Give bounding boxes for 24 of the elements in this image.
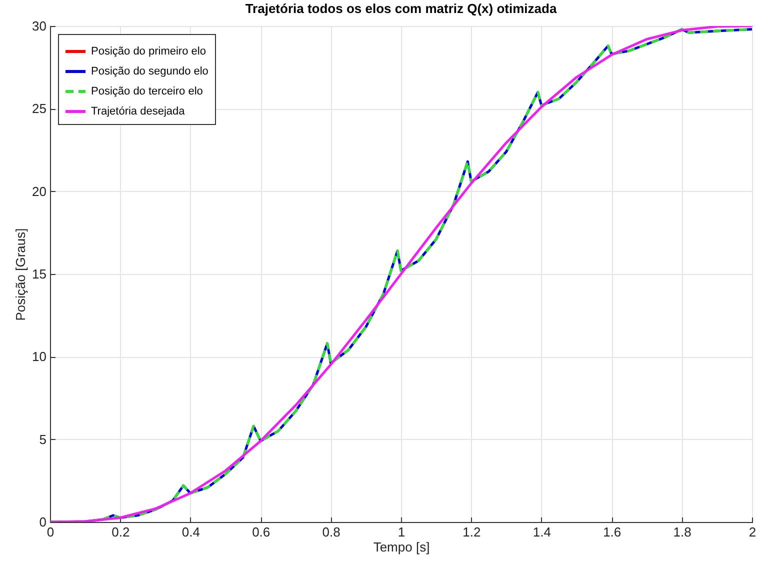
legend-label: Posição do primeiro elo [91, 46, 206, 58]
x-tick-label: 0.4 [182, 524, 200, 540]
y-tick-label: 10 [32, 349, 46, 364]
x-tick-label: 0.6 [252, 524, 270, 540]
y-tick-label: 20 [32, 184, 46, 199]
x-tick-label: 1.2 [462, 524, 481, 540]
x-tick-label: 1.8 [673, 524, 692, 540]
y-axis-title: Posição [Graus] [13, 228, 28, 321]
x-axis-title: Tempo [s] [373, 540, 430, 554]
x-tick-label: 1.6 [603, 524, 622, 540]
y-tick-label: 25 [32, 101, 46, 116]
x-tick-label: 1.4 [532, 524, 551, 540]
y-tick-label: 0 [39, 514, 46, 530]
chart-title: Trajetória todos os elos com matriz Q(x) otimizada [245, 1, 558, 16]
x-tick-label: 1 [398, 524, 406, 540]
y-tick-label: 15 [32, 266, 46, 282]
x-tick-label: 2 [748, 524, 756, 540]
legend-label: Trajetória desejada [91, 106, 186, 118]
y-tick-label: 5 [39, 432, 46, 447]
legend-label: Posição do terceiro elo [91, 86, 203, 98]
x-tick-label: 0.2 [112, 524, 130, 540]
y-tick-label: 30 [32, 18, 46, 34]
x-tick-label: 0.8 [322, 524, 340, 540]
legend-label: Posição do segundo elo [91, 66, 208, 78]
